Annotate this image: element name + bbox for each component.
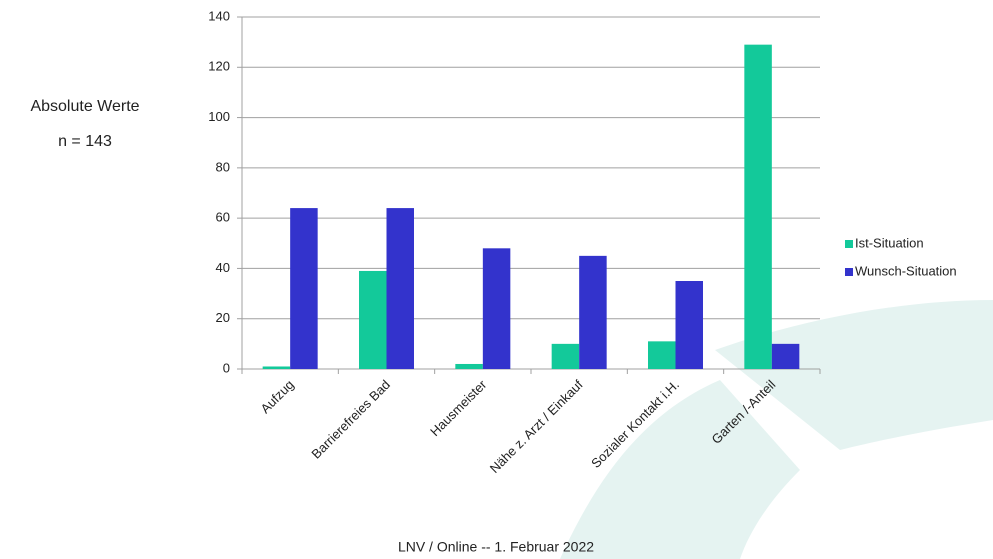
legend-label: Ist-Situation bbox=[855, 235, 924, 250]
bar bbox=[551, 343, 580, 369]
y-tick-label: 100 bbox=[208, 109, 230, 124]
bar bbox=[675, 281, 703, 369]
bar bbox=[482, 248, 511, 369]
bar bbox=[579, 255, 607, 369]
annotation: n = 143 bbox=[58, 133, 112, 150]
y-tick-label: 40 bbox=[216, 260, 230, 275]
bar bbox=[359, 270, 387, 369]
bar bbox=[771, 343, 800, 369]
swoosh-lower bbox=[560, 380, 800, 559]
bar bbox=[744, 44, 772, 370]
y-tick-label: 20 bbox=[216, 310, 230, 325]
y-tick-label: 60 bbox=[216, 210, 230, 225]
bar bbox=[386, 208, 414, 369]
bar bbox=[648, 341, 676, 369]
x-tick-label: Nähe z. Arzt / Einkauf bbox=[487, 377, 586, 476]
swoosh-upper bbox=[715, 300, 993, 450]
legend-swatch bbox=[845, 240, 853, 248]
x-tick-label: Aufzug bbox=[257, 377, 296, 416]
x-tick-label: Barrierefreies Bad bbox=[308, 377, 393, 462]
legend-label: Wunsch-Situation bbox=[855, 263, 957, 278]
y-tick-label: 140 bbox=[208, 8, 230, 23]
footer: LNV / Online -- 1. Februar 2022 bbox=[398, 539, 594, 555]
legend-swatch bbox=[845, 268, 853, 276]
bar bbox=[262, 366, 291, 369]
annotation: Absolute Werte bbox=[30, 98, 139, 115]
bar bbox=[455, 363, 483, 369]
bar bbox=[290, 208, 318, 369]
x-tick-label: Hausmeister bbox=[427, 376, 490, 439]
y-tick-label: 0 bbox=[223, 360, 230, 375]
y-tick-label: 120 bbox=[208, 59, 230, 74]
background-swoosh bbox=[560, 300, 993, 559]
y-tick-label: 80 bbox=[216, 159, 230, 174]
